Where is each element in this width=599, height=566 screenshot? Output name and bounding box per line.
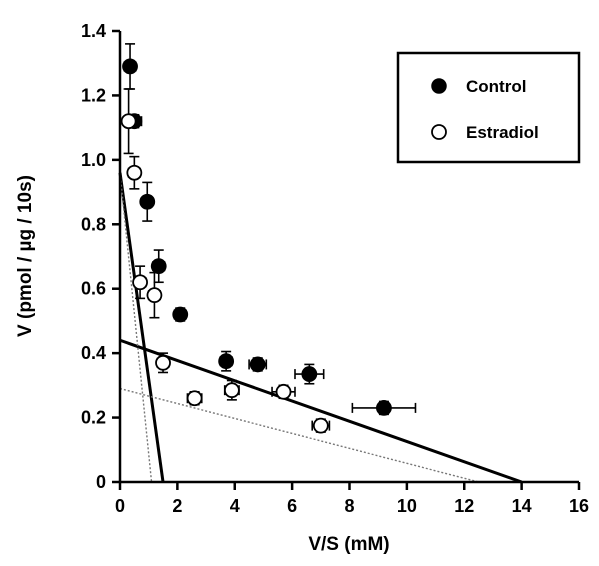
x-tick-label: 16 xyxy=(569,496,589,516)
legend-control-marker xyxy=(431,78,447,94)
estradiol-data-point xyxy=(223,382,240,399)
y-tick-label: 1.4 xyxy=(81,21,106,41)
legend-estradiol-marker xyxy=(431,124,447,140)
control-data-point xyxy=(150,258,167,275)
y-tick-label: 1.2 xyxy=(81,85,106,105)
y-tick-label: 0.8 xyxy=(81,214,106,234)
control-fit-line xyxy=(119,338,523,484)
control-fit-line xyxy=(118,172,165,483)
error-bars xyxy=(123,43,417,433)
estradiol-fit-line xyxy=(119,387,479,483)
x-tick-label: 8 xyxy=(344,496,354,516)
x-tick-label: 14 xyxy=(512,496,532,516)
y-tick-label: 0.2 xyxy=(81,408,106,428)
control-data-point xyxy=(172,306,189,323)
x-tick-label: 12 xyxy=(454,496,474,516)
control-data-point xyxy=(301,366,318,382)
x-tick-label: 2 xyxy=(172,496,182,516)
y-tick-label: 1.0 xyxy=(81,150,106,170)
estradiol-data-point xyxy=(312,417,329,434)
estradiol-data-point xyxy=(126,164,143,181)
legend-control-label: Control xyxy=(466,77,526,96)
estradiol-data-point xyxy=(146,287,163,304)
estradiol-data-point xyxy=(132,274,148,291)
data-points xyxy=(120,58,392,434)
control-data-point xyxy=(139,193,156,210)
y-axis-ticks: 0 0.2 0.4 0.6 0.8 1.0 1.2 1.4 xyxy=(81,21,120,492)
x-axis-ticks: 0 2 4 6 8 10 12 14 16 xyxy=(115,482,589,516)
estradiol-data-point xyxy=(120,113,137,130)
control-data-point xyxy=(376,400,392,416)
x-tick-label: 10 xyxy=(397,496,417,516)
fit-lines xyxy=(118,172,523,484)
estradiol-data-point xyxy=(275,383,292,400)
x-tick-label: 4 xyxy=(230,496,240,516)
x-tick-label: 6 xyxy=(287,496,297,516)
control-data-point xyxy=(218,353,235,370)
estradiol-data-point xyxy=(155,354,171,371)
y-tick-label: 0.6 xyxy=(81,279,106,299)
plot-area: 0 2 4 6 8 10 12 14 16 0 0.2 0.4 0.6 0.8 1.0 1.2 1.4 xyxy=(81,21,589,516)
y-tick-label: 0 xyxy=(96,472,106,492)
y-tick-label: 0.4 xyxy=(81,343,106,363)
control-data-point xyxy=(249,356,266,373)
legend: Control Estradiol xyxy=(396,51,581,164)
y-axis-title: V (pmol / µg / 10s) xyxy=(15,175,36,337)
control-data-point xyxy=(122,58,138,75)
x-tick-label: 0 xyxy=(115,496,125,516)
x-axis-title: V/S (mM) xyxy=(308,534,389,555)
estradiol-data-point xyxy=(186,390,203,407)
legend-box xyxy=(396,51,581,164)
legend-estradiol-label: Estradiol xyxy=(466,123,539,142)
